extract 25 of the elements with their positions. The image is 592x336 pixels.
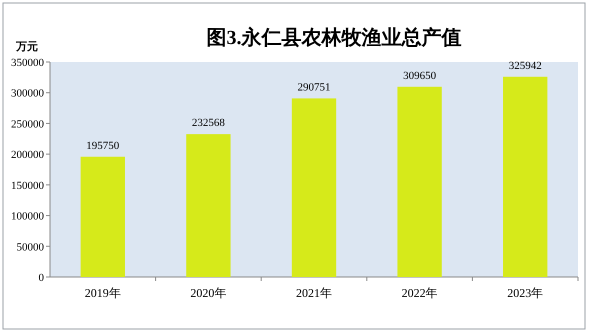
y-tick-label: 100000 (11, 210, 44, 223)
y-tick-label: 350000 (11, 57, 44, 69)
y-tick-label: 250000 (11, 118, 44, 130)
data-label: 232568 (192, 117, 226, 130)
bar (503, 76, 548, 277)
y-tick-label: 300000 (11, 88, 44, 100)
x-tick-label: 2023年 (507, 286, 544, 300)
x-tick-label: 2021年 (296, 286, 332, 300)
bar (80, 156, 125, 277)
data-label: 195750 (86, 140, 120, 152)
chart-title: 图3.永仁县农林牧渔业总产值 (206, 26, 462, 49)
y-tick-label: 200000 (11, 149, 44, 162)
data-label: 290751 (298, 81, 330, 94)
data-label: 309650 (403, 70, 437, 82)
y-tick-label: 0 (38, 272, 44, 284)
x-tick-label: 2019年 (84, 286, 121, 300)
y-axis-title: 万元 (15, 41, 38, 53)
bar (292, 98, 336, 277)
bar (186, 134, 231, 277)
x-tick-label: 2022年 (402, 286, 438, 300)
y-tick-label: 50000 (16, 241, 44, 254)
bar (397, 86, 442, 277)
x-tick-label: 2020年 (190, 286, 226, 300)
data-label: 325942 (508, 60, 542, 72)
y-tick-label: 150000 (11, 180, 44, 192)
